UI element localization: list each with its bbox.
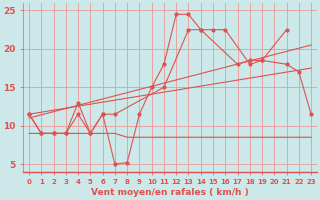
X-axis label: Vent moyen/en rafales ( km/h ): Vent moyen/en rafales ( km/h ) xyxy=(91,188,249,197)
